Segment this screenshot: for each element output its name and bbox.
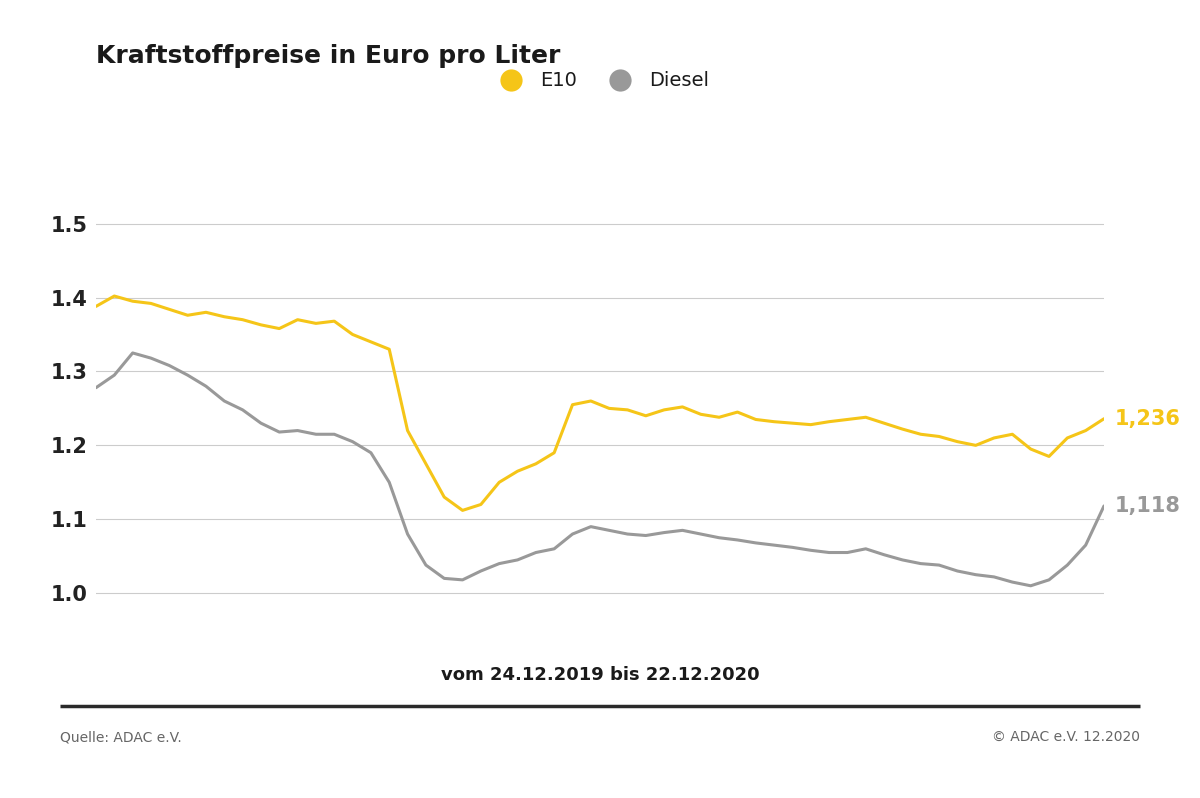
Text: Quelle: ADAC e.V.: Quelle: ADAC e.V.: [60, 730, 181, 745]
Legend: E10, Diesel: E10, Diesel: [484, 64, 716, 98]
Text: 1,236: 1,236: [1115, 409, 1181, 429]
Text: Kraftstoffpreise in Euro pro Liter: Kraftstoffpreise in Euro pro Liter: [96, 44, 560, 68]
Text: vom 24.12.2019 bis 22.12.2020: vom 24.12.2019 bis 22.12.2020: [440, 666, 760, 685]
Text: 1,118: 1,118: [1115, 496, 1181, 516]
Text: © ADAC e.V. 12.2020: © ADAC e.V. 12.2020: [992, 730, 1140, 745]
